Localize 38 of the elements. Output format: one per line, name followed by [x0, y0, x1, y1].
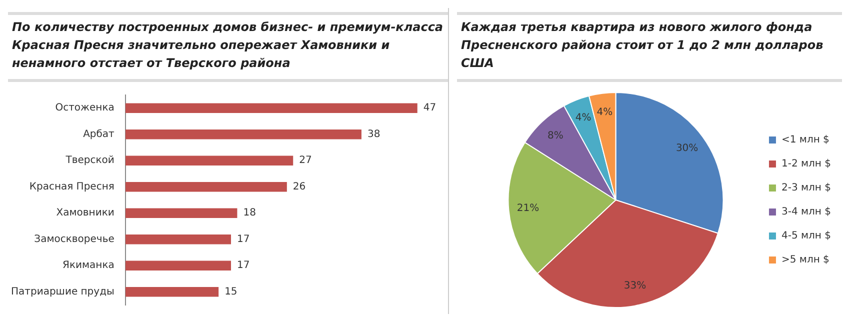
data-label: 27	[299, 155, 312, 166]
data-label: 4%	[575, 112, 592, 124]
legend-label: <1 млн $	[781, 134, 830, 146]
y-tick-label: Красная Пресня	[29, 181, 114, 192]
bar	[125, 260, 231, 271]
data-label: 47	[423, 102, 436, 114]
legend-label: 4-5 млн $	[781, 230, 832, 242]
bar	[125, 286, 219, 297]
bar	[125, 129, 362, 140]
data-label: 21%	[516, 202, 540, 214]
bar	[125, 156, 294, 166]
data-label: 17	[236, 260, 250, 272]
y-tick-label: Хамовники	[56, 208, 114, 219]
data-label: 8%	[547, 130, 564, 142]
bar	[125, 103, 418, 114]
data-label: 26	[292, 181, 306, 192]
y-tick-label: Патриаршие пруды	[11, 286, 114, 298]
data-label: 30%	[676, 142, 698, 154]
y-tick-label: Остоженка	[55, 102, 114, 114]
legend-label: 2-3 млн $	[781, 182, 832, 194]
y-tick-label: Замоскворечье	[34, 234, 114, 245]
data-label: 38	[367, 128, 380, 140]
legend-label: >5 млн $	[781, 254, 830, 266]
data-label: 33%	[624, 280, 646, 292]
chart-title: По количеству построенных домов бизнес- и премиум-класса Красная Пресня значительно опережает Хамовники и ненамного отстает от Тверского района	[8, 12, 448, 82]
legend-label: 3-4 млн $	[781, 206, 832, 218]
bar	[125, 182, 287, 192]
legend-label: 1-2 млн $	[781, 158, 832, 170]
bar	[125, 234, 231, 244]
data-label: 15	[224, 286, 238, 298]
chart-title: Каждая третья квартира из нового жилого фонда Пресненского района стоит от 1 до 2 млн долларов США	[457, 12, 842, 82]
bar	[125, 208, 238, 218]
data-label: 17	[236, 234, 250, 245]
y-tick-label: Якиманка	[62, 260, 114, 272]
data-label: 18	[243, 208, 256, 219]
data-label: 4%	[596, 107, 613, 118]
y-tick-label: Арбат	[83, 128, 115, 140]
y-tick-label: Тверской	[64, 155, 114, 166]
